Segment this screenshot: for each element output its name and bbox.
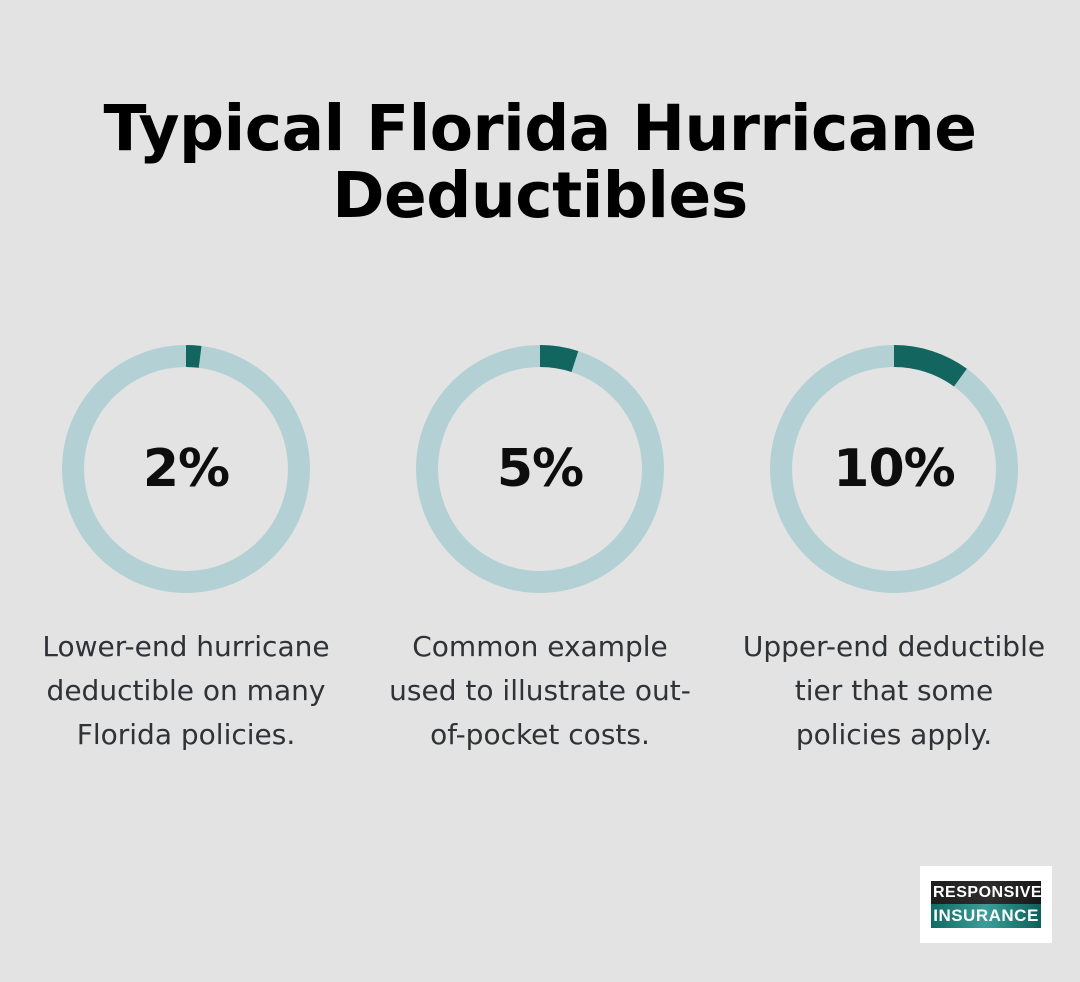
donut-card-2-percent: 2% Lower-end hurricane deductible on man…	[42, 345, 330, 758]
donut-chart-2-percent: 2%	[62, 345, 310, 593]
donut-label-2-percent: 2%	[142, 439, 230, 499]
donut-svg-5-percent	[416, 345, 664, 593]
donut-caption-5-percent: Common example used to illustrate out-of…	[389, 630, 691, 752]
brand-logo-line-insurance: INSURANCE	[931, 904, 1041, 928]
donut-chart-10-percent: 10%	[770, 345, 1018, 593]
donut-chart-row: 2% Lower-end hurricane deductible on man…	[0, 345, 1080, 758]
donut-caption-10-percent: Upper-end deductible tier that some poli…	[742, 630, 1046, 752]
donut-label-10-percent: 10%	[833, 439, 955, 499]
brand-logo-inner: RESPONSIVE INSURANCE	[931, 881, 1042, 928]
donut-card-5-percent: 5% Common example used to illustrate out…	[389, 345, 691, 758]
donut-svg-10-percent	[770, 345, 1018, 593]
donut-chart-5-percent: 5%	[416, 345, 664, 593]
donut-caption-2-percent: Lower-end hurricane deductible on many F…	[42, 630, 330, 752]
brand-logo: RESPONSIVE INSURANCE	[920, 866, 1052, 943]
donut-svg-2-percent	[62, 345, 310, 593]
page-title: Typical Florida Hurricane Deductibles	[103, 92, 977, 232]
donut-value-arc	[62, 345, 310, 593]
donut-label-5-percent: 5%	[496, 439, 584, 499]
brand-logo-line-responsive: RESPONSIVE	[931, 881, 1042, 904]
donut-card-10-percent: 10% Upper-end deductible tier that some …	[743, 345, 1045, 758]
donut-value-arc	[770, 345, 1018, 593]
donut-value-arc	[416, 345, 664, 593]
